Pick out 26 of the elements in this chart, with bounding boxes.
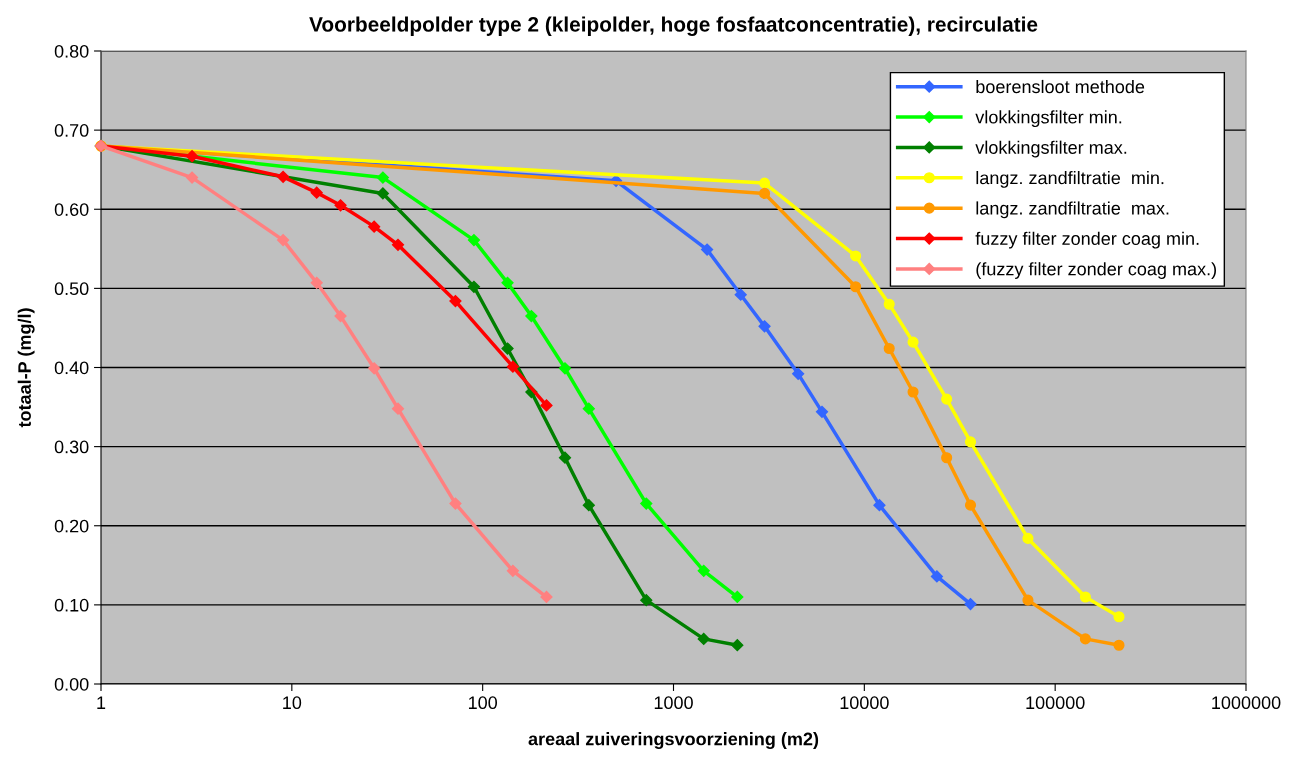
legend-label: vlokkingsfilter min. [975,110,1122,128]
y-axis-title: totaal-P (mg/l) [17,308,35,428]
y-tick-label: 0.40 [54,361,89,375]
y-tick-label: 0.30 [54,440,89,454]
x-tick-label: 10 [283,696,302,710]
y-tick-label: 0.70 [54,124,89,137]
x-tick-label: 10000 [840,696,889,710]
x-tick-label: 1 [97,696,106,709]
x-axis-title: areaal zuiveringsvoorziening (m2) [528,732,819,749]
legend-label: (fuzzy filter zonder coag max.) [976,262,1217,279]
legend-label: langz. zandfiltratie max. [976,201,1169,219]
x-tick-label: 100 [468,696,498,710]
y-tick-label: 0.10 [54,598,89,612]
y-tick-label: 0.60 [54,203,89,216]
chart-title: Voorbeeldpolder type 2 (kleipolder, hoge fosfaatconcentratie), recirculatie [309,16,1038,36]
y-tick-label: 0.50 [54,282,89,296]
x-tick-label: 1000 [654,696,693,710]
legend-label: vlokkingsfilter max. [975,140,1127,158]
legend-label: boerensloot methode [976,79,1145,94]
y-tick-label: 0.20 [54,519,89,533]
legend-label: fuzzy filter zonder coag min. [975,231,1199,249]
x-tick-label: 1000000 [1212,696,1281,710]
y-tick-label: 0.00 [54,677,89,691]
x-tick-label: 100000 [1026,696,1085,710]
legend-label: langz. zandfiltratie min. [976,171,1164,188]
y-tick-label: 0.80 [54,44,89,58]
